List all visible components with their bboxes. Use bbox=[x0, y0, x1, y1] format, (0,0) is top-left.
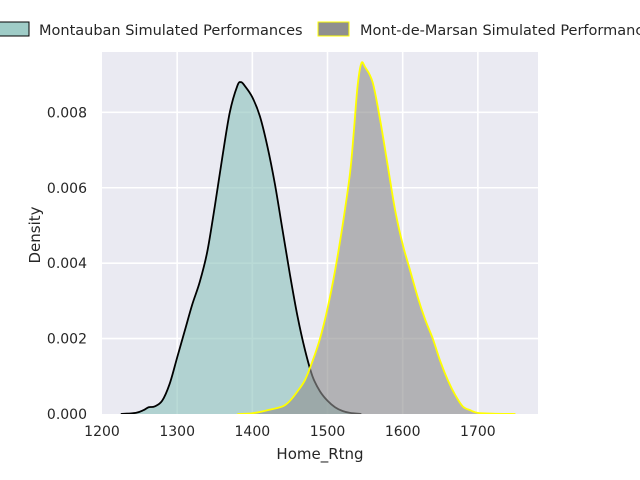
density-series bbox=[120, 61, 516, 414]
legend-swatch-montauban bbox=[0, 21, 30, 37]
x-tick-label: 1300 bbox=[159, 424, 195, 440]
y-tick-label: 0.008 bbox=[47, 105, 87, 121]
x-tick-label: 1200 bbox=[84, 424, 120, 440]
x-tick-label: 1500 bbox=[310, 424, 346, 440]
y-tick-label: 0.006 bbox=[47, 181, 87, 197]
density-area-montauban bbox=[120, 82, 362, 414]
legend: Montauban Simulated Performances Mont-de… bbox=[0, 21, 640, 39]
legend-label-mont-de-marsan: Mont-de-Marsan Simulated Performances bbox=[360, 23, 640, 39]
y-axis-label: Density bbox=[26, 206, 44, 263]
x-tick-label: 1700 bbox=[460, 424, 496, 440]
y-tick-label: 0.004 bbox=[47, 256, 87, 272]
x-tick-label: 1400 bbox=[235, 424, 271, 440]
density-area-mont-de-marsan bbox=[237, 62, 516, 414]
y-tick-label: 0.002 bbox=[47, 332, 87, 348]
density-curve-mont-de-marsan bbox=[237, 61, 516, 414]
tick-labels: 1200 1300 1400 1500 1600 1700 0.000 0.002 0.004 0… bbox=[47, 105, 496, 440]
legend-swatch-mont-de-marsan bbox=[317, 21, 350, 37]
legend-label-montauban: Montauban Simulated Performances bbox=[39, 23, 303, 39]
x-axis-label: Home_Rtng bbox=[276, 445, 363, 464]
x-tick-label: 1600 bbox=[385, 424, 421, 440]
y-tick-label: 0.000 bbox=[47, 407, 87, 423]
